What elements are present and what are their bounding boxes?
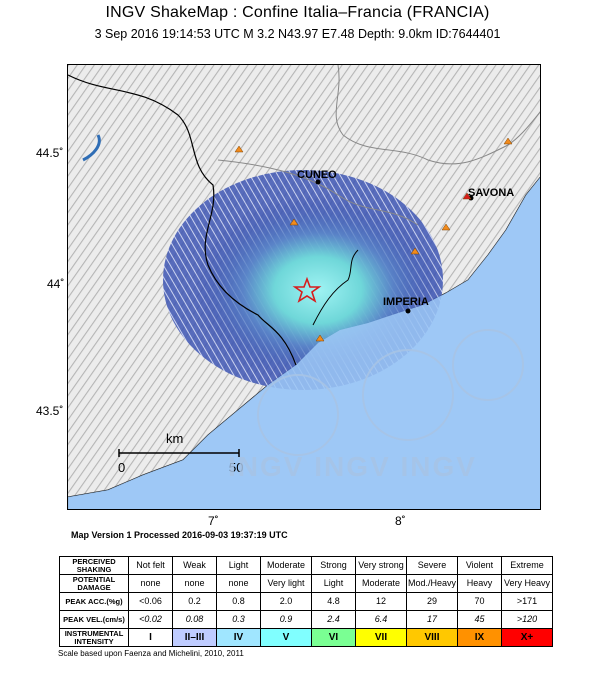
legend-cell: none: [216, 574, 261, 593]
intensity-cell: V: [260, 628, 312, 647]
scale-label-50: 50: [229, 460, 244, 475]
legend-cell: Heavy: [457, 574, 502, 593]
legend-cell: 70: [457, 592, 502, 611]
legend-cell: Light: [311, 574, 356, 593]
intensity-cell: IV: [216, 628, 261, 647]
lat-tick-43-5: 43.5˚: [36, 404, 64, 418]
legend-label: PEAK ACC.(%g): [59, 592, 129, 611]
legend-cell: Very Heavy: [501, 574, 553, 593]
legend-cell: 12: [355, 592, 407, 611]
legend-cell: <0.06: [128, 592, 173, 611]
intensity-cell: VIII: [406, 628, 458, 647]
legend-cell: Severe: [406, 556, 458, 575]
legend-cell: none: [128, 574, 173, 593]
legend-cell: 17: [406, 610, 458, 629]
legend-cell: Very light: [260, 574, 312, 593]
scale-unit: km: [166, 431, 184, 446]
intensity-cell: II–III: [172, 628, 217, 647]
intensity-legend: PERCEIVED SHAKING Not felt Weak Light Mo…: [59, 556, 553, 647]
legend-row-shaking: PERCEIVED SHAKING Not felt Weak Light Mo…: [59, 556, 553, 575]
legend-cell: 0.3: [216, 610, 261, 629]
legend-row-intensity: INSTRUMENTAL INTENSITY I II–III IV V VI …: [59, 628, 553, 647]
legend-cell: 0.8: [216, 592, 261, 611]
intensity-cell: VI: [311, 628, 356, 647]
legend-cell: >120: [501, 610, 553, 629]
legend-row-acc: PEAK ACC.(%g) <0.06 0.2 0.8 2.0 4.8 12 2…: [59, 592, 553, 611]
legend-cell: 2.4: [311, 610, 356, 629]
map-version: Map Version 1 Processed 2016-09-03 19:37…: [71, 530, 288, 540]
star-icon: [292, 276, 322, 303]
intensity-cell: X+: [501, 628, 553, 647]
intensity-cell: VII: [355, 628, 407, 647]
legend-row-vel: PEAK VEL.(cm/s) <0.02 0.08 0.3 0.9 2.4 6…: [59, 610, 553, 629]
legend-cell: 2.0: [260, 592, 312, 611]
legend-cell: Mod./Heavy: [406, 574, 458, 593]
legend-cell: Extreme: [501, 556, 553, 575]
legend-cell: none: [172, 574, 217, 593]
legend-cell: 0.9: [260, 610, 312, 629]
intensity-cell: I: [128, 628, 173, 647]
lon-tick-8: 8˚: [395, 514, 406, 528]
legend-cell: 4.8: [311, 592, 356, 611]
lat-tick-44-5: 44.5˚: [36, 146, 64, 160]
legend-cell: Weak: [172, 556, 217, 575]
city-cuneo: CUNEO: [297, 169, 337, 181]
triangle-icon: [234, 137, 513, 342]
legend-cell: 29: [406, 592, 458, 611]
legend-cell: Moderate: [355, 574, 407, 593]
scale-source-note: Scale based upon Faenza and Michelini, 2…: [58, 649, 244, 658]
legend-label: PEAK VEL.(cm/s): [59, 610, 129, 629]
event-info: 3 Sep 2016 19:14:53 UTC M 3.2 N43.97 E7.…: [94, 27, 501, 41]
legend-cell: Light: [216, 556, 261, 575]
legend-cell: >171: [501, 592, 553, 611]
page-title: INGV ShakeMap : Confine Italia–Francia (…: [105, 4, 490, 21]
legend-cell: Violent: [457, 556, 502, 575]
watermark: INGV INGV INGV: [228, 451, 477, 482]
legend-cell: 45: [457, 610, 502, 629]
intensity-cell: IX: [457, 628, 502, 647]
legend-cell: Very strong: [355, 556, 407, 575]
lon-tick-7: 7˚: [208, 514, 219, 528]
scale-label-0: 0: [118, 460, 126, 475]
city-imperia: IMPERIA: [383, 296, 429, 308]
legend-label: POTENTIAL DAMAGE: [59, 574, 129, 593]
city-savona: SAVONA: [468, 187, 515, 199]
legend-cell: Not felt: [128, 556, 173, 575]
shakemap: CUNEO SAVONA IMPERIA km 0 50 INGV INGV I…: [67, 64, 541, 510]
legend-cell: <0.02: [128, 610, 173, 629]
legend-cell: 0.08: [172, 610, 217, 629]
legend-label: PERCEIVED SHAKING: [59, 556, 129, 575]
legend-cell: Moderate: [260, 556, 312, 575]
legend-row-damage: POTENTIAL DAMAGE none none none Very lig…: [59, 574, 553, 593]
legend-cell: Strong: [311, 556, 356, 575]
legend-cell: 6.4: [355, 610, 407, 629]
lat-tick-44: 44˚: [47, 277, 65, 291]
legend-cell: 0.2: [172, 592, 217, 611]
legend-label: INSTRUMENTAL INTENSITY: [59, 628, 129, 647]
